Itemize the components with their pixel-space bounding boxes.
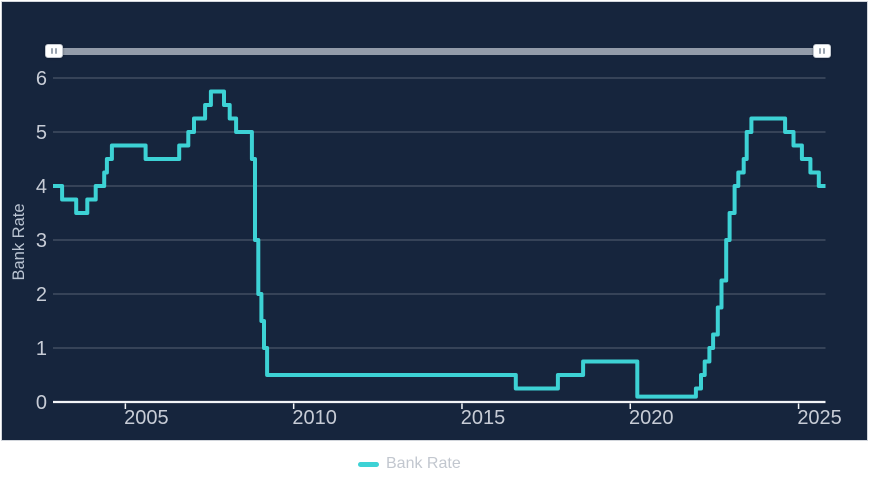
slider-handle-left[interactable] bbox=[45, 44, 63, 58]
slider-handle-right[interactable] bbox=[813, 44, 831, 58]
grip-icon bbox=[51, 48, 53, 54]
legend-item-bank-rate[interactable]: Bank Rate bbox=[358, 454, 461, 474]
bank-rate-line[interactable] bbox=[53, 89, 826, 399]
legend-line-swatch bbox=[358, 461, 379, 467]
grip-icon bbox=[823, 48, 825, 54]
grip-icon bbox=[55, 48, 57, 54]
slider-track[interactable] bbox=[53, 48, 823, 55]
grip-icon bbox=[819, 48, 821, 54]
legend-label: Bank Rate bbox=[386, 455, 461, 472]
chart-panel bbox=[1, 1, 868, 441]
